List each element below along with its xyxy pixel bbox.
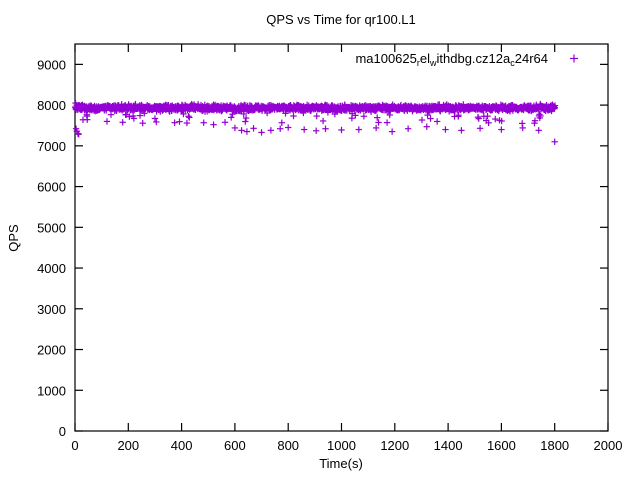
y-tick-label: 8000 xyxy=(37,98,66,113)
y-tick-label: 4000 xyxy=(37,261,66,276)
y-axis-label: QPS xyxy=(6,224,21,252)
y-tick-label: 3000 xyxy=(37,302,66,317)
data-point-group xyxy=(72,99,559,145)
x-tick-label: 1200 xyxy=(380,438,409,453)
legend: ma100625relwithdbg.cz12ac24r64 xyxy=(355,51,578,68)
x-tick-label: 1800 xyxy=(540,438,569,453)
x-tick-label: 400 xyxy=(171,438,193,453)
x-tick-label: 2000 xyxy=(594,438,623,453)
y-tick-label: 5000 xyxy=(37,220,66,235)
x-tick-label: 1400 xyxy=(434,438,463,453)
x-tick-label: 1000 xyxy=(327,438,356,453)
x-axis-ticks: 0 200 400 600 800 1000 1200 1400 1600 1800 2000 xyxy=(71,44,622,453)
y-tick-label: 9000 xyxy=(37,57,66,72)
y-tick-label: 7000 xyxy=(37,139,66,154)
x-tick-label: 800 xyxy=(277,438,299,453)
y-tick-label: 1000 xyxy=(37,383,66,398)
y-tick-label: 0 xyxy=(59,424,66,439)
y-tick-label: 2000 xyxy=(37,343,66,358)
y-axis-ticks: 0 1000 2000 3000 4000 5000 6000 7000 8000 9000 xyxy=(37,57,608,439)
x-tick-label: 600 xyxy=(224,438,246,453)
y-tick-label: 6000 xyxy=(37,180,66,195)
x-tick-label: 200 xyxy=(117,438,139,453)
chart-title: QPS vs Time for qr100.L1 xyxy=(266,12,416,27)
x-tick-label: 0 xyxy=(71,438,78,453)
legend-series-label: ma100625relwithdbg.cz12ac24r64 xyxy=(355,51,548,68)
x-tick-label: 1600 xyxy=(487,438,516,453)
legend-plus-icon xyxy=(570,54,578,63)
x-axis-label: Time(s) xyxy=(319,456,363,471)
